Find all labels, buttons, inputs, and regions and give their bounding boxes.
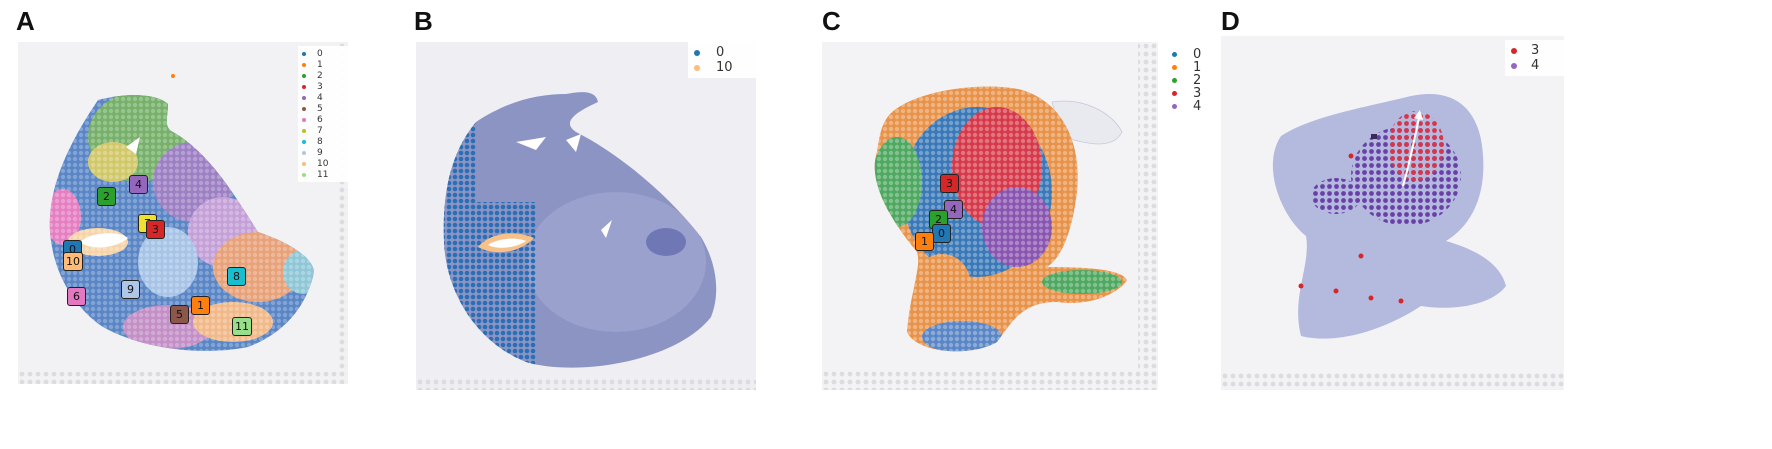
cluster-label: 8 — [227, 267, 246, 286]
cluster-label: 0 — [932, 224, 951, 243]
legend-marker-icon — [1511, 62, 1517, 69]
legend-item: 1 — [1172, 60, 1216, 75]
legend-label: 4 — [1531, 58, 1540, 73]
legend-marker-icon — [302, 139, 306, 144]
cluster-label: 11 — [232, 317, 252, 336]
legend-marker-icon — [302, 161, 306, 166]
legend-marker-icon — [1172, 65, 1177, 70]
legend-item: 11 — [302, 169, 350, 180]
legend-item: 0 — [694, 45, 752, 60]
legend-item: 5 — [302, 103, 350, 114]
panel-c-image — [822, 42, 1158, 390]
legend-item: 2 — [1172, 73, 1216, 88]
legend-item: 1 — [302, 59, 350, 70]
cluster-label: 3 — [146, 220, 165, 239]
panel-b-tissue-svg — [416, 42, 756, 390]
legend-label: 3 — [1531, 43, 1540, 58]
legend-marker-icon — [302, 62, 306, 67]
panel-d-legend: 3 4 — [1505, 40, 1567, 76]
legend-marker-icon — [302, 150, 306, 155]
cluster-label: 1 — [191, 296, 210, 315]
legend-label: 4 — [1193, 99, 1202, 114]
legend-marker-icon — [1511, 47, 1517, 54]
legend-item: 7 — [302, 125, 350, 136]
legend-marker-icon — [1172, 52, 1177, 57]
legend-marker-icon — [694, 64, 700, 71]
legend-item: 2 — [302, 70, 350, 81]
panel-b-letter: B — [414, 6, 433, 36]
legend-label: 2 — [1193, 73, 1202, 88]
legend-marker-icon — [302, 117, 306, 122]
legend-marker-icon — [302, 128, 306, 133]
panel-d-tissue-svg — [1221, 36, 1564, 390]
legend-item: 3 — [302, 81, 350, 92]
legend-marker-icon — [1172, 91, 1177, 96]
panel-d-image — [1221, 36, 1564, 390]
cluster-label: 4 — [129, 175, 148, 194]
panel-a-lumen — [80, 233, 128, 248]
legend-item: 9 — [302, 147, 350, 158]
panel-a-letter: A — [16, 6, 35, 36]
cluster-label: 2 — [97, 187, 116, 206]
legend-label: 0 — [1193, 47, 1202, 62]
legend-marker-icon — [302, 172, 306, 177]
cluster-label: 9 — [121, 280, 140, 299]
legend-marker-icon — [302, 51, 306, 56]
legend-label: 1 — [1193, 60, 1202, 75]
legend-marker-icon — [302, 73, 306, 78]
cluster-label: 5 — [170, 305, 189, 324]
legend-label: 10 — [716, 60, 733, 75]
legend-item: 4 — [302, 92, 350, 103]
legend-item: 10 — [302, 158, 350, 169]
legend-item: 3 — [1511, 43, 1561, 58]
legend-item: 8 — [302, 136, 350, 147]
legend-label: 11 — [317, 169, 329, 180]
legend-marker-icon — [302, 106, 306, 111]
legend-label: 3 — [317, 81, 323, 92]
panel-b-legend: 0 10 — [688, 42, 758, 78]
panel-d-trajectory-arrow — [1402, 117, 1420, 187]
legend-label: 5 — [317, 103, 323, 114]
panel-c-tissue-svg — [822, 42, 1158, 390]
legend-item: 4 — [1511, 58, 1561, 73]
legend-marker-icon — [1172, 78, 1177, 83]
cluster-label: 1 — [915, 232, 934, 251]
legend-label: 0 — [317, 48, 323, 59]
panel-a-legend: 0 1 2 3 4 5 6 7 8 9 10 11 — [298, 46, 354, 182]
legend-item: 0 — [302, 48, 350, 59]
legend-label: 9 — [317, 147, 323, 158]
legend-item: 6 — [302, 114, 350, 125]
panel-a-image — [18, 42, 348, 384]
legend-label: 0 — [716, 45, 725, 60]
legend-label: 4 — [317, 92, 323, 103]
legend-item: 3 — [1172, 86, 1216, 101]
cluster-label: 4 — [944, 200, 963, 219]
legend-label: 2 — [317, 70, 323, 81]
panel-d-letter: D — [1221, 6, 1240, 36]
legend-marker-icon — [302, 84, 306, 89]
panel-c-letter: C — [822, 6, 841, 36]
legend-item: 10 — [694, 60, 752, 75]
legend-label: 7 — [317, 125, 323, 136]
legend-item: 4 — [1172, 99, 1216, 114]
legend-marker-icon — [1172, 104, 1177, 109]
legend-marker-icon — [694, 49, 700, 56]
legend-label: 10 — [317, 158, 329, 169]
cluster-label: 10 — [63, 252, 83, 271]
panel-a-tissue-svg — [18, 42, 348, 384]
legend-label: 6 — [317, 114, 323, 125]
legend-label: 8 — [317, 136, 323, 147]
legend-label: 1 — [317, 59, 323, 70]
panel-c-legend: 0 1 2 3 4 — [1168, 46, 1220, 115]
cluster-label: 3 — [940, 174, 959, 193]
legend-label: 3 — [1193, 86, 1202, 101]
legend-item: 0 — [1172, 47, 1216, 62]
cluster-label: 6 — [67, 287, 86, 306]
panel-b-image — [416, 42, 756, 390]
legend-marker-icon — [302, 95, 306, 100]
